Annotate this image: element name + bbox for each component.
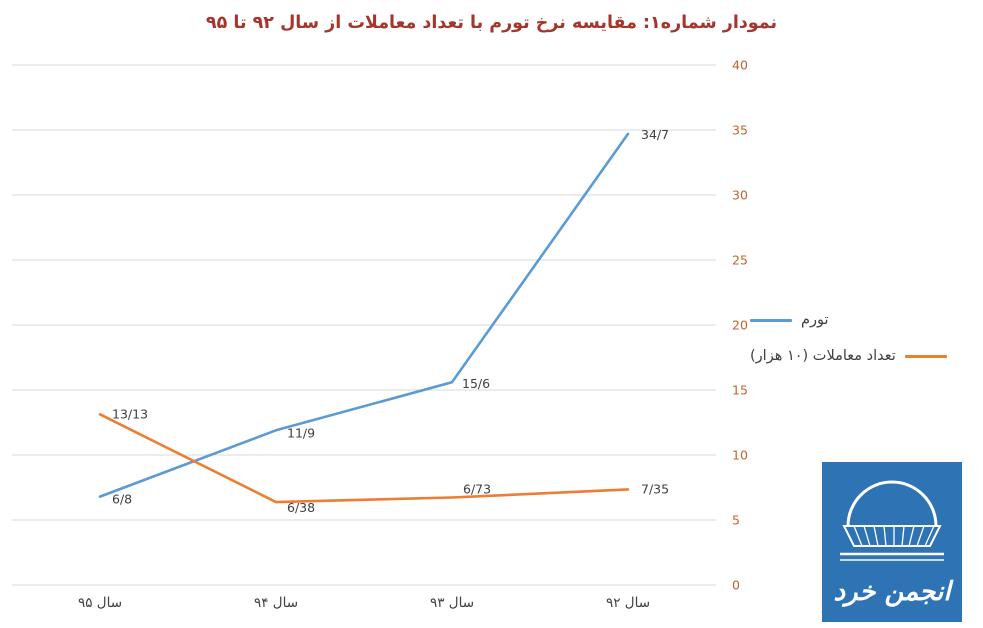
- data-label: 34/7: [641, 127, 669, 142]
- y-axis-label: 40: [732, 58, 748, 73]
- data-label: 6/73: [463, 482, 491, 497]
- data-label: 7/35: [641, 481, 669, 496]
- y-axis-label: 30: [732, 188, 748, 203]
- y-axis-label: 20: [732, 318, 748, 333]
- logo: انجمن خرد: [822, 462, 962, 622]
- legend-label-inflation: تورم: [801, 312, 829, 328]
- x-axis-label: سال ۹۲: [606, 595, 650, 611]
- series-line-0: [98, 132, 630, 498]
- legend-item-transactions[interactable]: تعداد معاملات (۱۰ هزار): [750, 344, 983, 368]
- series-line-1: [98, 413, 630, 504]
- data-label: 15/6: [462, 376, 490, 391]
- logo-bridge-icon: [842, 525, 942, 547]
- legend-label-transactions: تعداد معاملات (۱۰ هزار): [750, 348, 896, 364]
- legend-line-transactions: [904, 354, 947, 358]
- logo-text: انجمن خرد: [833, 577, 954, 607]
- logo-background: [822, 462, 962, 622]
- data-label: 6/8: [112, 492, 132, 507]
- x-axis-label: سال ۹۴: [254, 595, 298, 611]
- legend: تورم تعداد معاملات (۱۰ هزار): [750, 308, 983, 380]
- logo-arch-icon: [846, 480, 938, 527]
- y-axis-label: 10: [732, 448, 748, 463]
- data-label: 6/38: [287, 500, 315, 515]
- legend-item-inflation[interactable]: تورم: [750, 308, 983, 332]
- y-axis-label: 0: [732, 578, 740, 593]
- y-axis-label: 25: [732, 253, 748, 268]
- y-axis-label: 15: [732, 383, 748, 398]
- x-axis-label: سال ۹۵: [78, 595, 122, 611]
- data-label: 13/13: [112, 406, 148, 421]
- legend-line-inflation: [750, 318, 792, 322]
- x-axis-label: سال ۹۳: [430, 595, 474, 611]
- logo-hatching: [853, 525, 935, 547]
- chart-title: نمودار شماره۱: مقایسه نرخ تورم با تعداد …: [205, 13, 778, 33]
- logo-graphic: انجمن خرد: [822, 462, 962, 622]
- data-label: 11/9: [287, 425, 315, 440]
- y-axis-label: 35: [732, 123, 748, 138]
- y-axis-label: 5: [732, 513, 740, 528]
